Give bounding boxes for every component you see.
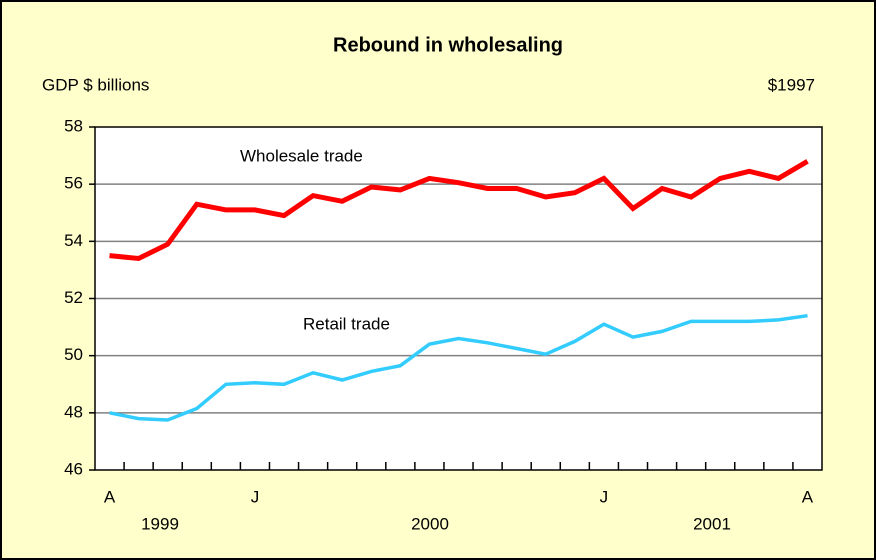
y-axis-label: GDP $ billions — [42, 75, 149, 94]
y-tick-label: 46 — [64, 459, 83, 478]
y-tick-label: 52 — [64, 288, 83, 307]
chart-title: Rebound in wholesaling — [333, 34, 563, 56]
line-series — [109, 313, 808, 422]
unit-note: $1997 — [768, 75, 815, 94]
y-tick-label: 48 — [64, 402, 83, 421]
y-tick-label: 58 — [64, 116, 83, 135]
year-label: 2000 — [411, 514, 449, 533]
year-label: 2001 — [693, 514, 731, 533]
plot-frame — [94, 126, 823, 471]
series-label: Retail trade — [303, 314, 390, 333]
x-tick-label: A — [802, 487, 814, 506]
y-tick-label: 54 — [64, 231, 83, 250]
y-tick-label: 56 — [64, 174, 83, 193]
series-label: Wholesale trade — [240, 146, 363, 165]
y-tick-label: 50 — [64, 345, 83, 364]
x-tick-label: J — [251, 487, 260, 506]
x-tick-label: A — [104, 487, 116, 506]
x-tick-label: J — [600, 487, 609, 506]
line-series — [109, 159, 809, 262]
year-label: 1999 — [141, 514, 179, 533]
